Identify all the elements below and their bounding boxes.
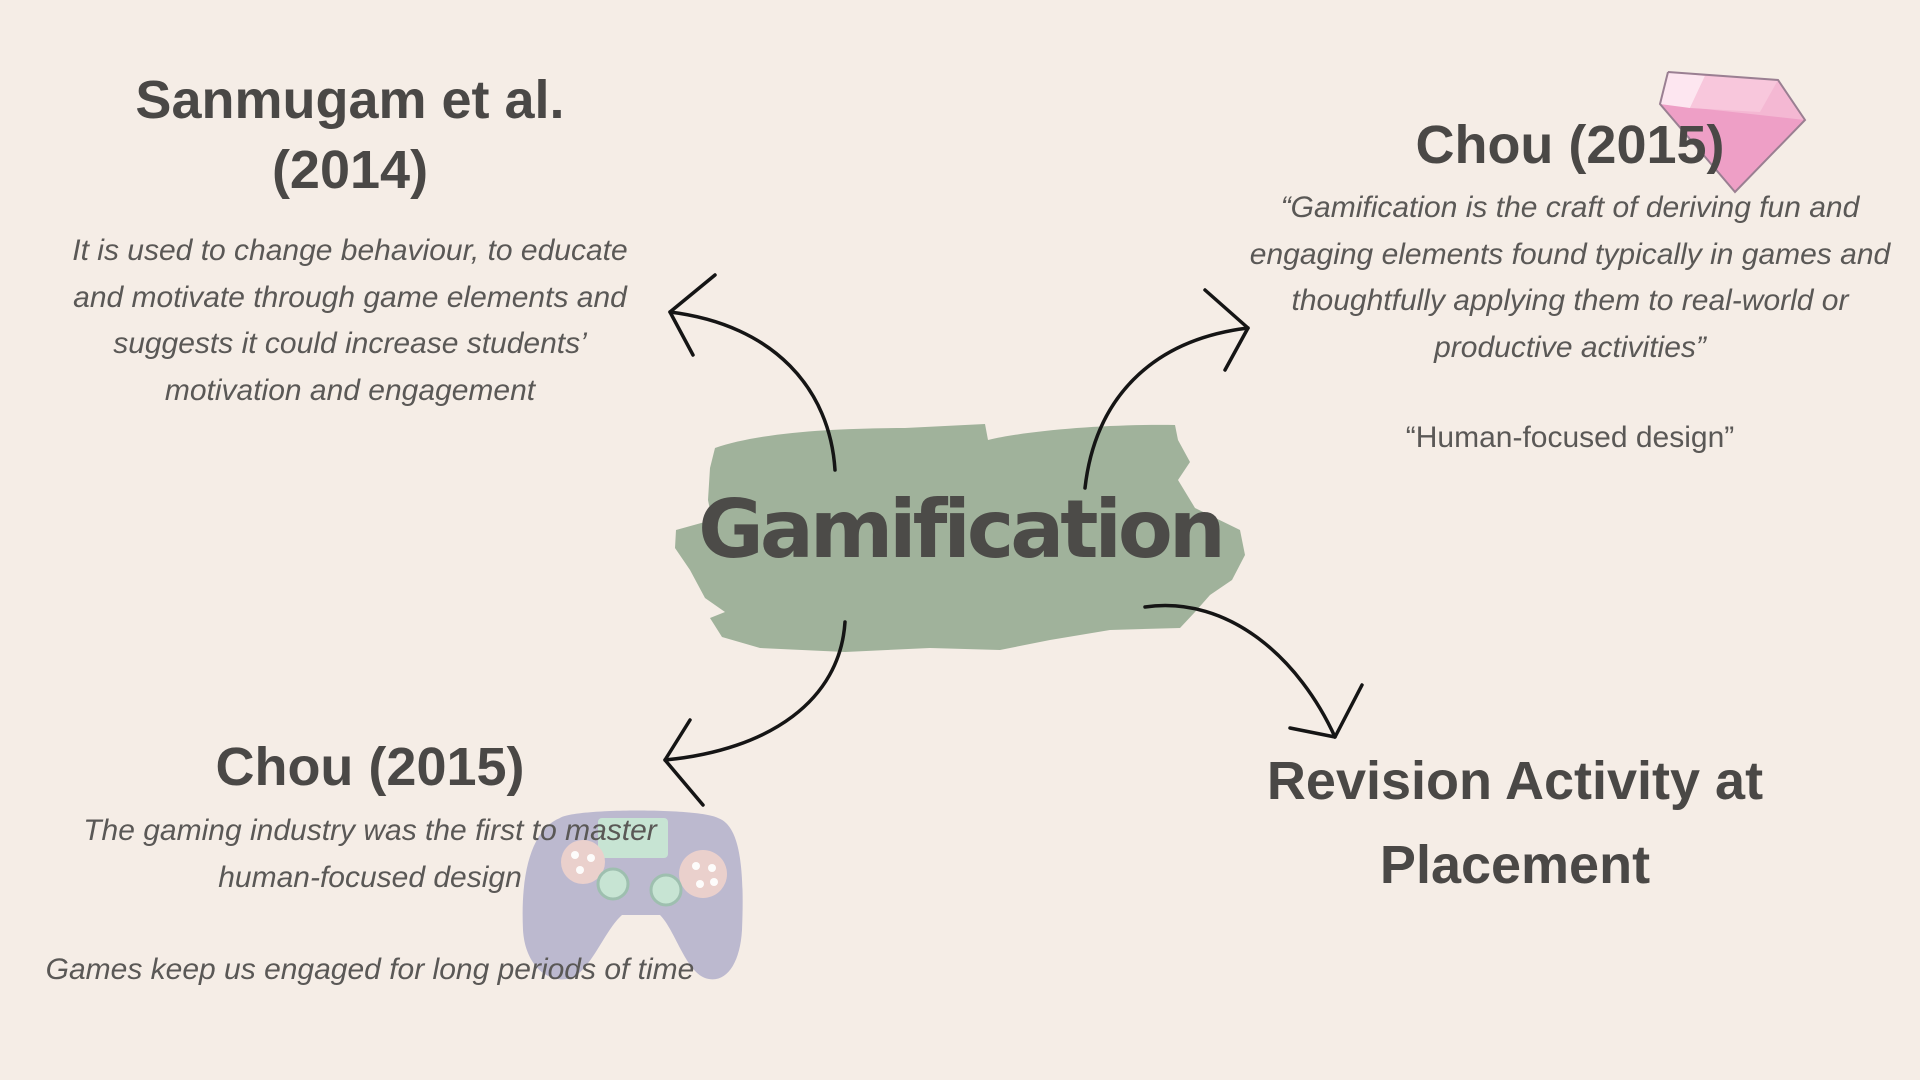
top-left-body-line: motivation and engagement bbox=[164, 373, 536, 407]
arrowhead-bottom-right bbox=[1288, 683, 1364, 739]
arrow-bottom-left bbox=[663, 620, 847, 762]
top-left-title-line1: Sanmugam et al. bbox=[135, 70, 565, 130]
bottom-right-title: Revision Activity at Placement bbox=[1200, 740, 1830, 907]
top-left-body-line: and motivate through game elements and bbox=[73, 280, 627, 314]
bottom-left-body-line: human-focused design bbox=[218, 860, 522, 894]
bottom-right-title-line2: Placement bbox=[1379, 834, 1651, 895]
arrow-top-right bbox=[1083, 326, 1250, 490]
top-right-title: Chou (2015) bbox=[1415, 115, 1725, 175]
top-left-body: It is used to change behaviour, to educa… bbox=[30, 228, 670, 414]
top-left-body-line: It is used to change behaviour, to educa… bbox=[72, 234, 628, 267]
top-right-quote: “Gamification is the craft of deriving f… bbox=[1200, 185, 1920, 371]
bottom-left-title: Chou (2015) bbox=[215, 737, 525, 797]
bottom-left-body: The gaming industry was the first to mas… bbox=[20, 808, 720, 901]
arrowhead-top-right bbox=[1203, 288, 1250, 372]
top-right-quote-line: productive activities” bbox=[1434, 330, 1706, 364]
arrow-top-left bbox=[668, 310, 837, 472]
top-left-title-line2: (2014) bbox=[271, 140, 429, 201]
brush-stroke bbox=[675, 424, 1245, 652]
top-right-note: “Human-focused design” bbox=[1405, 421, 1735, 454]
arrowhead-bottom-left bbox=[663, 718, 705, 807]
game-controller-icon bbox=[522, 810, 743, 980]
bottom-left-body2: Games keep us engaged for long periods o… bbox=[45, 953, 695, 986]
bottom-right-title-line1: Revision Activity at bbox=[1266, 751, 1764, 811]
top-right-quote-line: thoughtfully applying them to real-world… bbox=[1291, 284, 1849, 317]
top-right-quote-line: engaging elements found typically in gam… bbox=[1249, 237, 1891, 271]
top-right-quote-line: “Gamification is the craft of deriving f… bbox=[1280, 191, 1860, 224]
top-left-body-line: suggests it could increase students’ bbox=[113, 327, 587, 360]
center-label: Gamification bbox=[698, 483, 1226, 576]
gem-icon bbox=[1658, 71, 1807, 194]
arrowhead-top-left bbox=[668, 273, 717, 357]
arrow-bottom-right bbox=[1143, 603, 1337, 739]
top-left-title: Sanmugam et al. (2014) bbox=[70, 65, 630, 205]
bottom-left-body-line: The gaming industry was the first to mas… bbox=[83, 814, 657, 847]
